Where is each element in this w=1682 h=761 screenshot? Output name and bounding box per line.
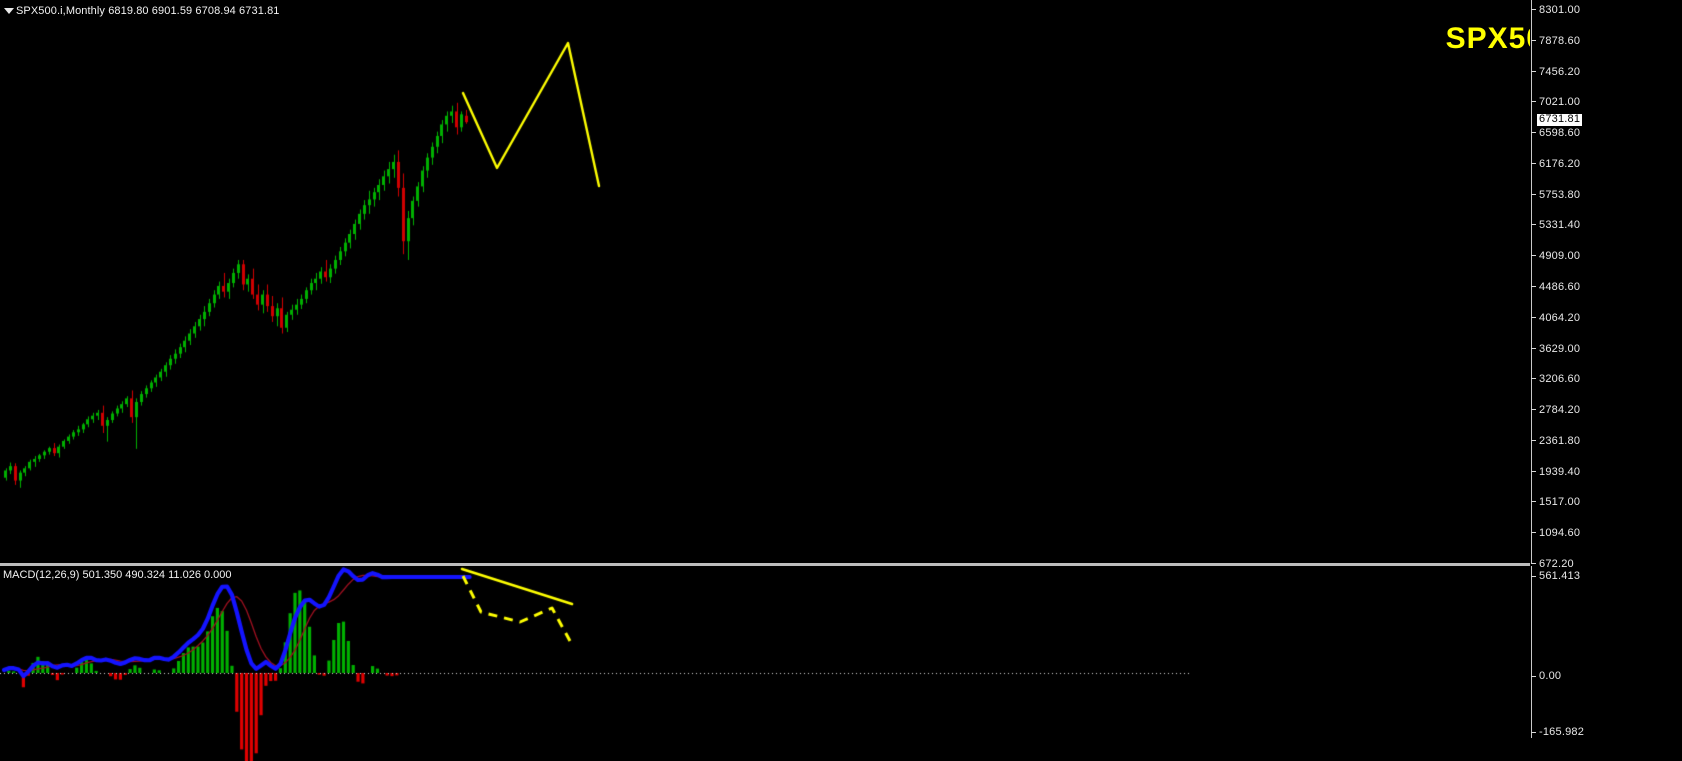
price-axis-label: 4064.20: [1539, 312, 1581, 324]
macd-canvas[interactable]: [0, 566, 1530, 761]
price-axis-label: 5331.40: [1539, 219, 1581, 231]
price-axis-label: 6176.20: [1539, 158, 1581, 170]
price-axis-label: 3629.00: [1539, 343, 1581, 355]
price-axis-tick: [1531, 132, 1536, 133]
collapse-arrow-icon[interactable]: [4, 8, 14, 14]
price-axis-line: [1531, 0, 1532, 563]
price-axis-tick: [1531, 101, 1536, 102]
macd-axis-tick: [1531, 576, 1536, 577]
price-axis-tick: [1531, 40, 1536, 41]
price-axis-label: 1517.00: [1539, 496, 1581, 508]
price-axis-tick: [1531, 348, 1536, 349]
macd-axis-tick: [1531, 676, 1536, 677]
price-axis-label: 7021.00: [1539, 96, 1581, 108]
price-axis-tick: [1531, 255, 1536, 256]
price-axis-tick: [1531, 378, 1536, 379]
price-candlestick-canvas[interactable]: [0, 0, 1530, 563]
price-axis-tick: [1531, 440, 1536, 441]
price-axis-label: 7878.60: [1539, 35, 1581, 47]
price-axis-label: 1939.40: [1539, 466, 1581, 478]
price-axis-tick: [1531, 194, 1536, 195]
macd-axis-tick: [1531, 732, 1536, 733]
price-axis-tick: [1531, 286, 1536, 287]
price-axis-tick: [1531, 163, 1536, 164]
price-axis-label: 672.20: [1539, 558, 1574, 570]
pane-divider[interactable]: [0, 563, 1530, 566]
price-chart-pane[interactable]: [0, 0, 1530, 563]
price-axis-label: 2361.80: [1539, 435, 1581, 447]
price-scale-axis[interactable]: 8301.00 7878.60 7456.20 7021.00 6598.60 6176.…: [1530, 0, 1682, 761]
macd-axis-label: 561.413: [1539, 570, 1581, 582]
price-axis-tick: [1531, 224, 1536, 225]
price-axis-tick: [1531, 317, 1536, 318]
macd-indicator-pane[interactable]: MACD(12,26,9) 501.350 490.324 11.026 0.0…: [0, 566, 1530, 761]
macd-axis-label: 0.00: [1539, 670, 1562, 682]
price-axis-tick: [1531, 501, 1536, 502]
current-price-label: 6731.81: [1537, 113, 1583, 126]
price-axis-tick: [1531, 9, 1536, 10]
price-axis-label: 3206.60: [1539, 373, 1581, 385]
price-axis-label: 4486.60: [1539, 281, 1581, 293]
price-axis-label: 1094.60: [1539, 527, 1581, 539]
price-axis-label: 2784.20: [1539, 404, 1581, 416]
macd-axis-label: -165.982: [1539, 726, 1585, 738]
price-axis-label: 6598.60: [1539, 127, 1581, 139]
price-axis-tick: [1531, 563, 1536, 564]
macd-axis-line: [1531, 566, 1532, 738]
quote-header-line: SPX500.i,Monthly 6819.80 6901.59 6708.94…: [16, 5, 280, 17]
price-axis-label: 8301.00: [1539, 4, 1581, 16]
price-axis-tick: [1531, 471, 1536, 472]
price-axis-label: 5753.80: [1539, 189, 1581, 201]
macd-indicator-label: MACD(12,26,9) 501.350 490.324 11.026 0.0…: [3, 569, 232, 581]
price-axis-tick: [1531, 71, 1536, 72]
price-axis-label: 4909.00: [1539, 250, 1581, 262]
price-axis-label: 7456.20: [1539, 66, 1581, 78]
price-axis-tick: [1531, 532, 1536, 533]
price-axis-tick: [1531, 409, 1536, 410]
